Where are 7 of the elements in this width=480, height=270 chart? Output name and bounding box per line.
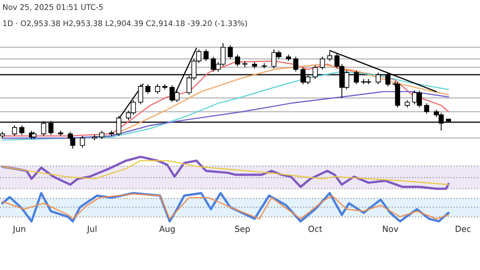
x-tick-label: Dec <box>456 226 471 232</box>
x-tick-label: Aug <box>159 226 175 234</box>
x-tick-label: Jun <box>12 226 26 234</box>
x-tick-label: Jul <box>86 226 96 234</box>
x-tick-label: Nov <box>382 226 398 232</box>
x-tick-label: Oct <box>308 226 322 232</box>
x-tick-label: Sep <box>235 226 250 234</box>
